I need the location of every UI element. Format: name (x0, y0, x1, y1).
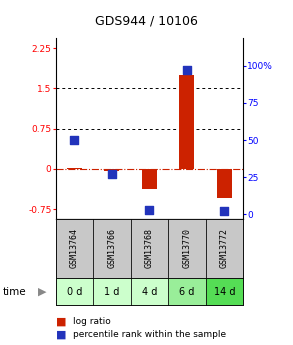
Text: log ratio: log ratio (73, 317, 111, 326)
Text: GSM13772: GSM13772 (220, 228, 229, 268)
Text: ■: ■ (56, 330, 70, 339)
Text: GSM13764: GSM13764 (70, 228, 79, 268)
Point (222, 209, 227, 214)
Bar (206, 219, 243, 278)
Bar (56, 219, 93, 278)
Text: GSM13768: GSM13768 (145, 228, 154, 268)
Text: ▶: ▶ (38, 287, 47, 296)
Text: GSM13770: GSM13770 (183, 228, 191, 268)
Bar (131, 278, 168, 305)
Text: 4 d: 4 d (142, 287, 157, 296)
Bar (206, 278, 243, 305)
Text: ■: ■ (56, 317, 70, 326)
Text: 6 d: 6 d (179, 287, 195, 296)
Bar (217, 169, 232, 198)
Bar (104, 169, 120, 171)
Bar (93, 219, 131, 278)
Text: 1 d: 1 d (104, 287, 120, 296)
Text: 0 d: 0 d (67, 287, 82, 296)
Bar (179, 75, 195, 169)
Bar (168, 219, 206, 278)
Text: percentile rank within the sample: percentile rank within the sample (73, 330, 226, 339)
Bar (67, 168, 82, 169)
Text: GDS944 / 10106: GDS944 / 10106 (95, 14, 198, 28)
Text: 14 d: 14 d (214, 287, 235, 296)
Bar (93, 278, 131, 305)
Bar (131, 219, 168, 278)
Point (110, 171, 114, 177)
Text: time: time (3, 287, 27, 296)
Point (185, 68, 189, 73)
Bar (142, 169, 157, 189)
Point (72, 137, 77, 143)
Bar (56, 278, 93, 305)
Point (147, 207, 152, 213)
Bar (168, 278, 206, 305)
Text: GSM13766: GSM13766 (108, 228, 116, 268)
